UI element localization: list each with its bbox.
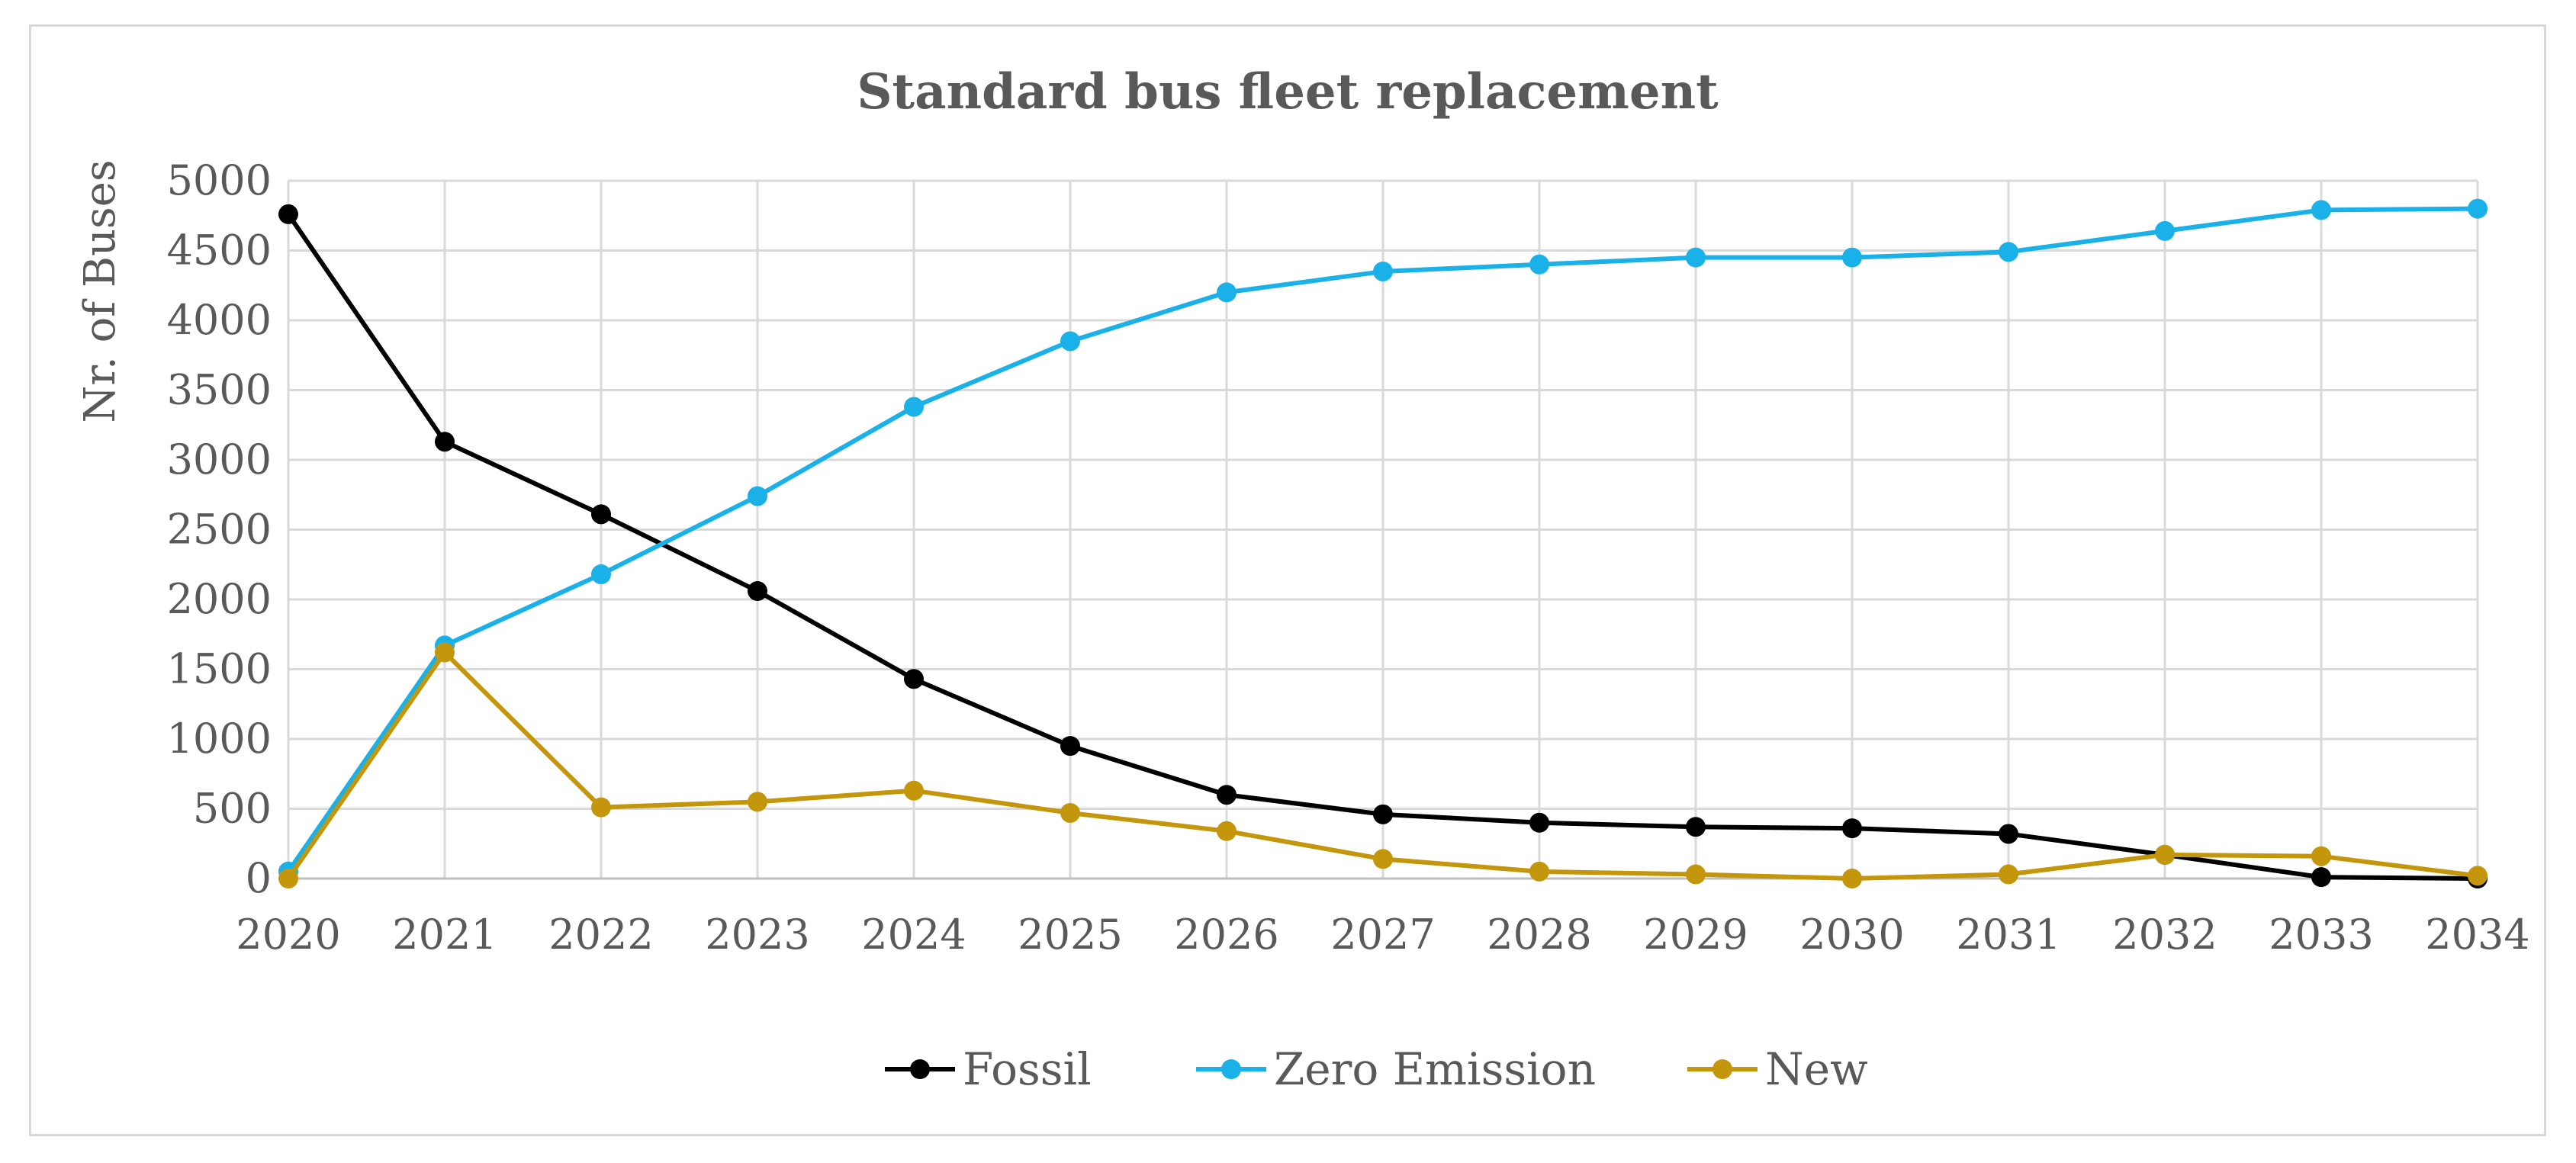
data-point <box>2468 866 2488 886</box>
data-point <box>435 432 455 452</box>
data-point <box>278 204 298 224</box>
legend-marker <box>910 1059 930 1079</box>
data-point <box>1999 242 2018 262</box>
data-point <box>1529 812 1549 833</box>
series-layer <box>278 198 2488 888</box>
data-point <box>748 581 767 602</box>
x-tick-label: 2032 <box>2112 911 2217 959</box>
legend-item: Fossil <box>885 1043 1092 1095</box>
data-point <box>278 869 298 888</box>
y-tick-label: 5000 <box>167 156 272 204</box>
chart-frame <box>29 24 2546 1136</box>
data-point <box>1999 824 2018 844</box>
legend-item: New <box>1687 1043 1868 1095</box>
y-tick-label: 3500 <box>167 366 272 414</box>
y-tick-label: 3000 <box>167 435 272 484</box>
data-point <box>748 486 767 506</box>
grid-layer <box>287 179 2479 879</box>
data-point <box>904 669 924 689</box>
data-point <box>2155 220 2175 241</box>
data-point <box>1373 849 1393 869</box>
x-tick-label: 2034 <box>2425 911 2529 959</box>
y-axis-title: Nr. of Buses <box>76 159 125 422</box>
data-point <box>1373 261 1393 281</box>
legend-item: Zero Emission <box>1196 1043 1596 1095</box>
x-tick-label: 2023 <box>705 911 809 959</box>
data-point <box>2468 198 2488 219</box>
y-tick-label: 500 <box>193 785 272 833</box>
x-tick-label: 2025 <box>1018 911 1122 959</box>
data-point <box>1686 817 1706 837</box>
data-point <box>1060 331 1080 352</box>
legend-label: Fossil <box>963 1043 1092 1095</box>
series-group <box>278 204 2488 888</box>
data-point <box>1217 785 1237 805</box>
data-point <box>1217 821 1237 841</box>
data-point <box>591 564 611 585</box>
legend-marker <box>1713 1059 1732 1079</box>
data-point <box>1842 818 1862 839</box>
data-point <box>1686 864 1706 885</box>
y-tick-label: 4500 <box>167 226 272 275</box>
x-tick-label: 2021 <box>392 911 497 959</box>
data-point <box>748 792 767 812</box>
x-tick-label: 2022 <box>548 911 653 959</box>
data-point <box>1217 282 1237 303</box>
data-point <box>1686 247 1706 268</box>
data-point <box>2311 867 2331 888</box>
data-point <box>904 780 924 801</box>
data-point <box>2311 200 2331 220</box>
x-tick-label: 2026 <box>1174 911 1278 959</box>
legend-label: New <box>1765 1043 1868 1095</box>
legend: Fossil Zero Emission New <box>885 1043 1868 1095</box>
data-point <box>1842 869 1862 888</box>
data-point <box>1060 802 1080 823</box>
legend-marker <box>1221 1059 1241 1079</box>
data-point <box>1529 861 1549 882</box>
x-tick-label: 2031 <box>1956 911 2060 959</box>
data-point <box>904 397 924 417</box>
y-tick-label: 2000 <box>167 575 272 623</box>
data-point <box>1060 736 1080 757</box>
x-tick-label: 2029 <box>1643 911 1748 959</box>
x-tick-label: 2030 <box>1799 911 1904 959</box>
x-tick-label: 2024 <box>861 911 966 959</box>
data-point <box>1373 804 1393 824</box>
y-tick-label: 1500 <box>167 645 272 693</box>
data-point <box>591 504 611 525</box>
y-tick-label: 4000 <box>167 296 272 344</box>
axis-layer: 0 500 1000 1500 2000 2500 3000 3500 4000 4500 5000… <box>167 156 2530 959</box>
series-group <box>278 642 2488 888</box>
data-point <box>435 642 455 663</box>
data-point <box>2311 846 2331 866</box>
x-tick-label: 2020 <box>236 911 340 959</box>
chart-title: Standard bus fleet replacement <box>857 63 1719 120</box>
data-point <box>1999 864 2018 885</box>
y-tick-label: 0 <box>246 854 272 902</box>
x-tick-label: 2028 <box>1487 911 1591 959</box>
legend-label: Zero Emission <box>1274 1043 1596 1095</box>
x-tick-label: 2027 <box>1330 911 1435 959</box>
x-tick-label: 2033 <box>2269 911 2373 959</box>
data-point <box>2155 844 2175 865</box>
data-point <box>1529 254 1549 275</box>
y-tick-label: 2500 <box>167 506 272 554</box>
data-point <box>1842 247 1862 268</box>
data-point <box>591 797 611 818</box>
y-tick-label: 1000 <box>167 715 272 763</box>
